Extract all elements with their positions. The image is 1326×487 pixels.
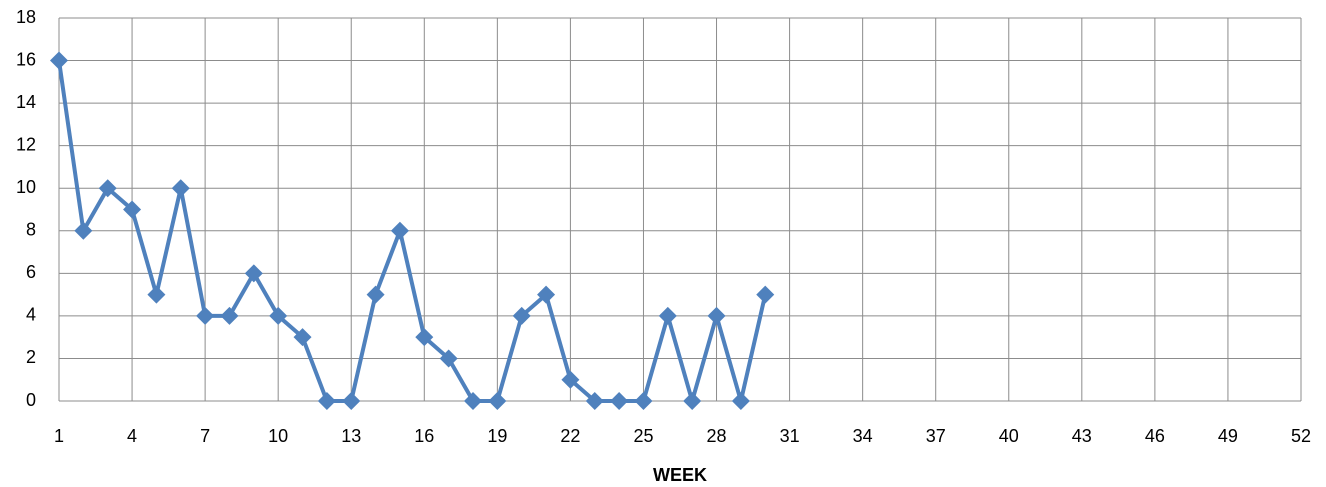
data-point: [561, 370, 580, 389]
data-point: [244, 264, 263, 283]
data-point: [439, 349, 458, 368]
data-point: [317, 392, 336, 410]
data-point: [50, 51, 68, 70]
data-point: [464, 392, 482, 410]
data-point: [123, 200, 142, 219]
data-point: [171, 179, 190, 198]
x-tick-label: 28: [707, 426, 727, 446]
data-point: [269, 306, 288, 325]
data-point: [658, 306, 677, 325]
y-tick-label: 4: [26, 305, 36, 325]
data-point: [220, 306, 239, 325]
data-point: [707, 306, 726, 325]
y-tick-label: 0: [26, 390, 36, 410]
y-tick-label: 2: [26, 347, 36, 367]
x-tick-label: 25: [633, 426, 653, 446]
x-tick-label: 19: [487, 426, 507, 446]
data-point: [98, 179, 117, 198]
data-point: [488, 392, 507, 410]
x-tick-label: 52: [1291, 426, 1311, 446]
x-tick-label: 22: [560, 426, 580, 446]
data-point: [634, 392, 653, 410]
data-point: [537, 285, 556, 304]
x-tick-label: 37: [926, 426, 946, 446]
data-point: [610, 392, 629, 410]
x-axis-label: WEEK: [653, 465, 707, 485]
data-point: [196, 306, 215, 325]
data-point: [293, 328, 312, 347]
x-tick-label: 31: [780, 426, 800, 446]
data-point: [342, 392, 361, 410]
x-tick-label: 34: [853, 426, 873, 446]
x-tick-label: 40: [999, 426, 1019, 446]
x-tick-label: 10: [268, 426, 288, 446]
x-tick-label: 46: [1145, 426, 1165, 446]
y-tick-label: 6: [26, 262, 36, 282]
y-tick-label: 16: [16, 49, 36, 69]
y-tick-label: 10: [16, 177, 36, 197]
x-tick-label: 16: [414, 426, 434, 446]
data-point: [366, 285, 385, 304]
data-point: [390, 221, 409, 240]
y-tick-label: 8: [26, 220, 36, 240]
data-point: [415, 328, 434, 347]
x-tick-label: 4: [127, 426, 137, 446]
data-point: [74, 221, 93, 240]
x-tick-label: 13: [341, 426, 361, 446]
data-point: [683, 392, 702, 410]
x-tick-label: 7: [200, 426, 210, 446]
data-point: [731, 392, 750, 410]
y-tick-label: 12: [16, 134, 36, 154]
data-point: [147, 285, 166, 304]
data-point: [512, 306, 531, 325]
y-tick-label: 14: [16, 92, 36, 112]
data-point: [756, 285, 775, 304]
y-tick-label: 18: [16, 7, 36, 27]
x-tick-label: 1: [54, 426, 64, 446]
x-tick-label: 49: [1218, 426, 1238, 446]
x-tick-label: 43: [1072, 426, 1092, 446]
data-point: [585, 392, 604, 410]
data-line: [57, 60, 768, 403]
